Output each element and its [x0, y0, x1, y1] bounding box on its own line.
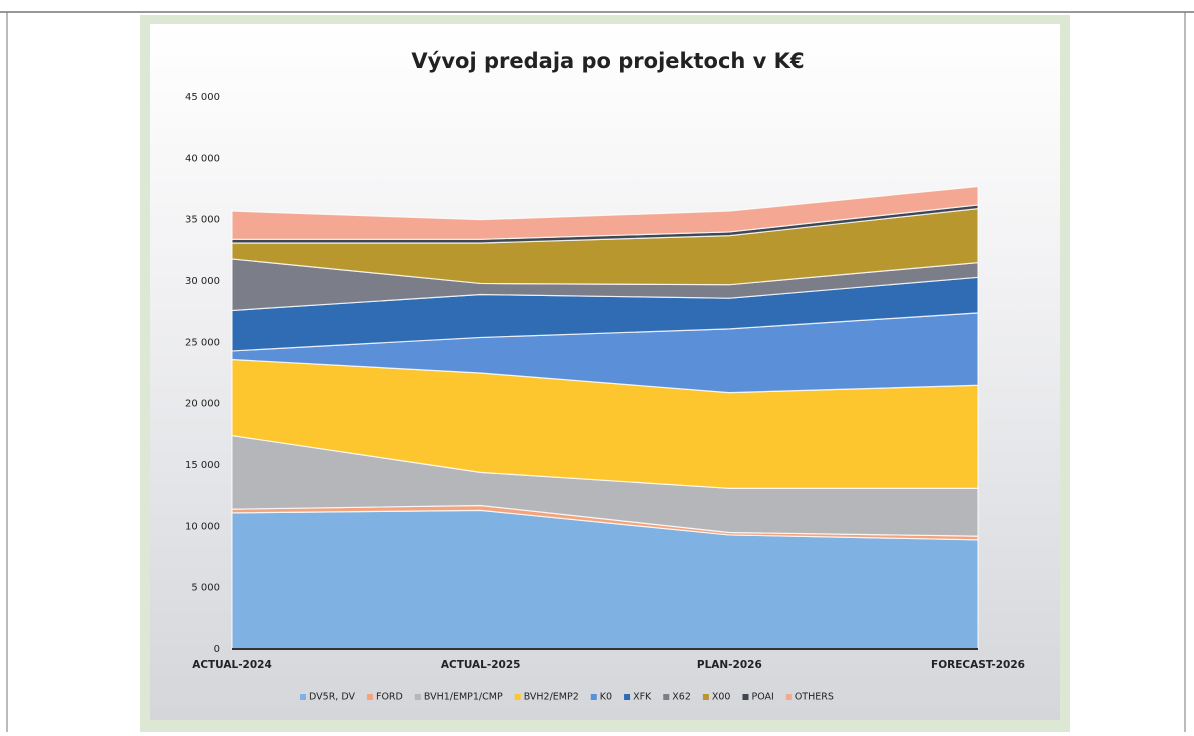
y-tick-label: 25 000: [185, 337, 220, 348]
x-tick-label: ACTUAL-2024: [192, 659, 272, 671]
x-tick-label: ACTUAL-2025: [441, 659, 521, 671]
y-tick-label: 0: [214, 644, 220, 655]
legend-label: X62: [672, 692, 691, 703]
legend-swatch: [663, 694, 670, 700]
legend-swatch: [785, 694, 792, 700]
legend-swatch: [366, 694, 373, 700]
x-tick-label: PLAN-2026: [697, 659, 762, 671]
y-tick-label: 35 000: [185, 215, 220, 226]
legend-label: OTHERS: [795, 692, 834, 703]
y-tick-label: 5 000: [191, 583, 220, 594]
y-tick-label: 30 000: [185, 276, 220, 287]
y-tick-label: 10 000: [185, 521, 220, 532]
legend-swatch: [702, 694, 709, 700]
legend-label: XFK: [633, 692, 652, 703]
legend-label: POAI: [751, 692, 773, 703]
legend-label: FORD: [376, 692, 403, 703]
legend-label: BVH2/EMP2: [524, 692, 579, 703]
legend-swatch: [514, 694, 521, 700]
legend-label: BVH1/EMP1/CMP: [424, 692, 503, 703]
y-tick-label: 20 000: [185, 399, 220, 410]
legend-swatch: [742, 694, 749, 700]
area: [231, 185, 979, 240]
legend-swatch: [300, 694, 306, 700]
legend-label: DV5R, DV: [309, 692, 355, 703]
legend-swatch: [624, 694, 631, 700]
y-tick-label: 15 000: [185, 460, 220, 471]
y-tick-label: 45 000: [185, 92, 220, 103]
x-tick-label: FORECAST-2026: [931, 659, 1025, 671]
legend-swatch: [414, 694, 421, 700]
legend-swatch: [590, 694, 597, 700]
chart-title: Vývoj predaja po projektoch v K€: [411, 49, 804, 73]
legend-label: K0: [600, 692, 612, 703]
y-tick-label: 40 000: [185, 153, 220, 164]
legend-label: X00: [712, 692, 731, 703]
